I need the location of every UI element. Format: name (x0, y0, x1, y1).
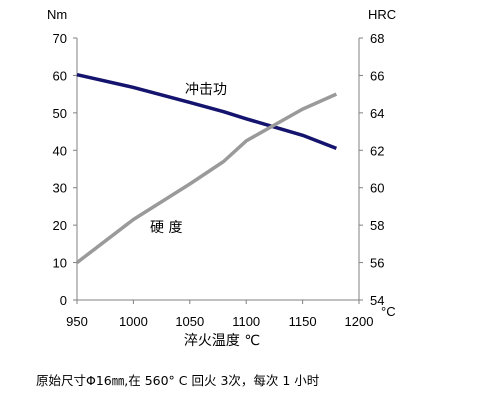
right-tick-label: 68 (370, 31, 384, 46)
left-tick-label: 30 (53, 181, 67, 196)
axes (73, 37, 363, 304)
x-tick-label: 1100 (232, 314, 260, 329)
left-tick-label: 60 (53, 68, 67, 83)
right-tick-label: 58 (370, 218, 384, 233)
left-tick-label: 0 (60, 293, 67, 308)
x-tick-label: 950 (66, 314, 88, 329)
impact-energy-line (76, 72, 338, 151)
tick-labels: 0 10 20 30 40 50 60 70 54 56 58 60 62 64 66 68 950 1000 10… (53, 31, 385, 329)
x-tick-label: 1200 (345, 314, 374, 329)
x-tick-label: 1150 (289, 314, 317, 329)
right-tick-label: 66 (370, 68, 384, 83)
x-tick-label: 1000 (119, 314, 148, 329)
right-tick-label: 62 (370, 143, 384, 158)
right-axis-extra-unit: °C (381, 304, 396, 319)
right-tick-label: 54 (370, 293, 384, 308)
series-lines (75, 72, 338, 264)
left-tick-label: 40 (53, 143, 67, 158)
impact-energy-label: 冲击功 (185, 82, 227, 98)
right-axis-unit: HRC (368, 7, 396, 22)
right-tick-label: 56 (370, 256, 384, 271)
quench-temperature-chart: 0 10 20 30 40 50 60 70 54 56 58 60 62 64 66 68 950 1000 10… (47, 7, 396, 349)
hardness-line (75, 92, 338, 264)
x-tick-label: 1050 (175, 314, 204, 329)
left-tick-label: 20 (53, 218, 67, 233)
hardness-label: 硬 度 (150, 220, 182, 236)
caption: 原始尺寸Φ16㎜,在 560° C 回火 3次，每次 1 小时 (36, 373, 320, 388)
left-axis-unit: Nm (47, 7, 67, 22)
right-tick-label: 64 (370, 106, 384, 121)
x-axis-label: 淬火温度 ℃ (184, 333, 260, 349)
right-tick-label: 60 (370, 181, 384, 196)
left-tick-label: 70 (53, 31, 67, 46)
left-tick-label: 50 (53, 106, 67, 121)
left-tick-label: 10 (53, 256, 67, 271)
